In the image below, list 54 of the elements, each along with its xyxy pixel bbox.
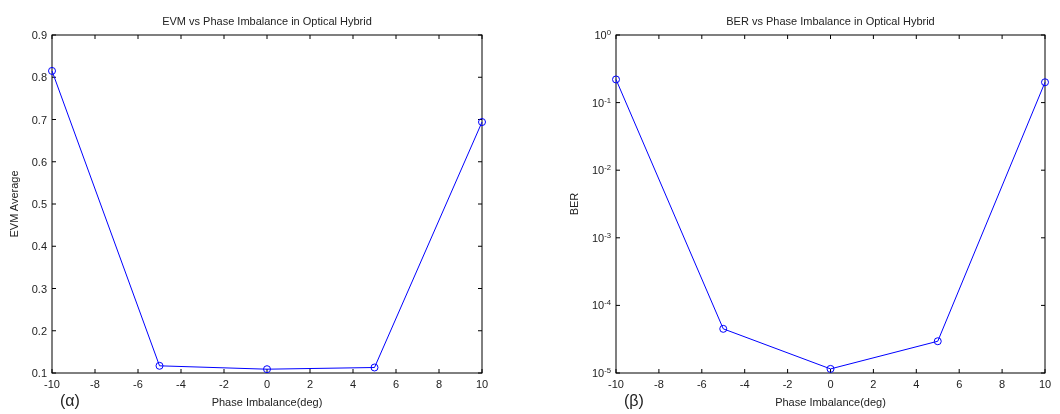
y-tick-label: 0.6 [31,155,47,168]
text: (α) [60,392,80,409]
y-tick-label: 0.2 [31,324,47,337]
y-tick-label: 10$^{-5}$ [591,365,611,379]
chart-title: BER vs Phase Imbalance in Optical Hybrid [726,15,935,27]
point [612,75,620,84]
x-tick-label: 2 [870,378,877,390]
x-tick-label: 8 [999,378,1006,390]
y-tick-label: 0.4 [31,240,47,253]
chart-title: EVM vs Phase Imbalance in Optical Hybrid [162,15,372,27]
y-tick-label: 0.7 [31,113,47,126]
x-tick-label: 6 [956,378,963,390]
point [478,118,486,127]
x-tick-label: -8 [654,378,664,390]
y-tick-label: 10$^{-3}$ [591,230,611,244]
y-tick-label: 10$^{-4}$ [591,297,612,312]
y-axis-title: BER [568,192,580,216]
x-tick-label: 10 [1038,378,1052,390]
x-tick-label: -2 [219,378,229,390]
y-tick-label: 0.3 [31,282,47,295]
x-tick-label: -10 [608,378,624,390]
x-axis-title: Phase Imbalance(deg) [211,396,323,408]
y-tick-label: 10$^{-1}$ [591,95,611,109]
x-tick-label: 10 [475,378,489,390]
y-tick-label: 0.9 [31,29,47,41]
x-tick-label: -8 [90,378,100,390]
x-tick-label: 4 [913,378,920,390]
point [370,363,379,372]
text: (β) [624,392,644,409]
point [933,337,942,346]
x-tick-label: 6 [392,378,400,390]
y-axis-title: EVM Average [8,170,20,238]
x-axis-title: Phase Imbalance(deg) [775,396,886,408]
point [719,324,728,333]
point [155,361,164,370]
point [48,66,56,75]
y-tick-label: 0.8 [31,71,47,84]
y-tick-label: 10$^{-2}$ [591,162,611,177]
x-tick-label: 0 [263,378,271,390]
x-tick-label: -4 [739,378,750,390]
point [826,364,835,373]
x-tick-label: -4 [176,378,186,390]
x-tick-label: -10 [44,378,60,390]
x-tick-label: 4 [349,378,357,390]
x-tick-label: 2 [306,378,314,390]
point [1041,78,1049,87]
y-tick-label: 0.1 [31,367,47,379]
x-tick-label: 8 [435,378,443,390]
y-tick-label: 10$^{0}$ [594,27,611,41]
x-tick-label: 0 [827,378,834,390]
x-tick-label: -2 [782,378,793,390]
y-tick-label: 0.5 [31,198,47,210]
x-tick-label: -6 [696,378,707,390]
x-tick-label: -6 [133,378,143,390]
